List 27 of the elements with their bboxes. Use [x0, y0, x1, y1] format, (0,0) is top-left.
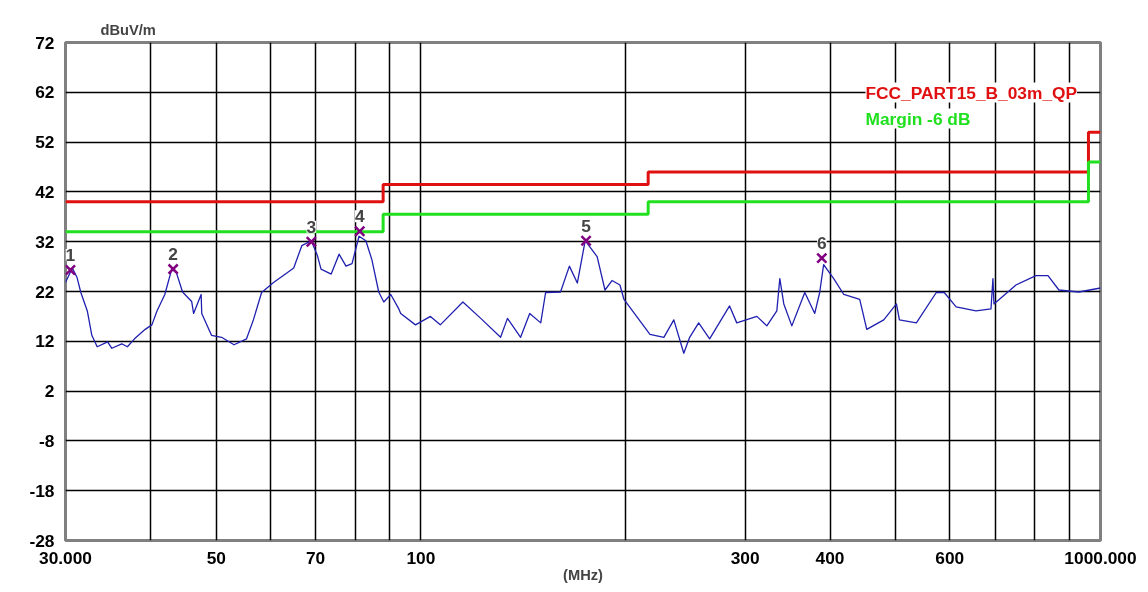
- x-tick-label: 1000.000: [1064, 547, 1137, 568]
- annotation: 2: [168, 244, 178, 265]
- y-tick-label: 2: [44, 381, 55, 402]
- x-tick-label: 50: [206, 547, 226, 568]
- y-axis-title: dBuV/m: [100, 21, 156, 38]
- y-tick-label: 32: [35, 231, 55, 252]
- y-tick-label: 62: [35, 82, 55, 103]
- annotation: 3: [306, 216, 317, 237]
- text: Margin -6 dB: [865, 108, 971, 129]
- x-tick-label: 70: [305, 547, 326, 568]
- x-axis-title: (MHz): [563, 566, 604, 583]
- annotation: 6: [817, 233, 827, 254]
- annotation: 4: [354, 206, 365, 227]
- y-tick-label: 42: [35, 181, 55, 202]
- y-tick-label: -18: [29, 480, 55, 501]
- x-tick-label: 300: [730, 547, 760, 568]
- y-tick-label: 22: [35, 281, 55, 302]
- y-tick-label: 12: [35, 331, 55, 352]
- x-tick-label: 100: [406, 547, 436, 568]
- annotation: 5: [581, 215, 592, 236]
- annotation: 1: [65, 245, 76, 266]
- series-label: FCC_PART15_B_03m_QP: [865, 82, 1078, 103]
- y-tick-label: 52: [35, 132, 55, 153]
- x-tick-label: 600: [935, 547, 965, 568]
- y-tick-label: 72: [35, 32, 55, 53]
- y-tick-label: -8: [39, 430, 55, 451]
- x-tick-label: 400: [815, 547, 845, 568]
